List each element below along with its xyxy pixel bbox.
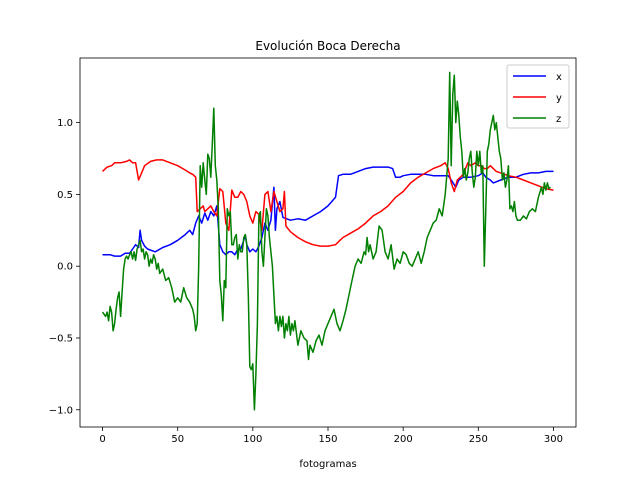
x-axis: 0 50 100 150 200 250 300 bbox=[99, 427, 563, 445]
x-tick-label: 50 bbox=[171, 434, 184, 445]
series-line-z bbox=[101, 71, 551, 411]
y-tick-label: 0.0 bbox=[57, 262, 73, 273]
x-tick-label: 100 bbox=[243, 434, 262, 445]
y-tick-label: 0.5 bbox=[57, 190, 73, 201]
chart-title: Evolución Boca Derecha bbox=[255, 39, 400, 53]
y-axis: −1.0 −0.5 0.0 0.5 1.0 bbox=[49, 118, 80, 416]
legend: xyz bbox=[506, 64, 570, 129]
y-tick-label: 1.0 bbox=[57, 118, 73, 129]
y-tick-label: −1.0 bbox=[49, 405, 73, 416]
series-line-y bbox=[101, 159, 554, 247]
legend-label-z: z bbox=[556, 114, 561, 125]
x-tick-label: 300 bbox=[544, 434, 563, 445]
series-layer bbox=[101, 71, 554, 411]
x-tick-label: 200 bbox=[394, 434, 413, 445]
legend-label-y: y bbox=[556, 93, 562, 104]
x-tick-label: 250 bbox=[469, 434, 488, 445]
x-tick-label: 150 bbox=[318, 434, 337, 445]
x-tick-label: 0 bbox=[99, 434, 105, 445]
legend-label-x: x bbox=[556, 72, 562, 83]
y-tick-label: −0.5 bbox=[49, 333, 73, 344]
x-axis-label: fotogramas bbox=[299, 459, 356, 470]
